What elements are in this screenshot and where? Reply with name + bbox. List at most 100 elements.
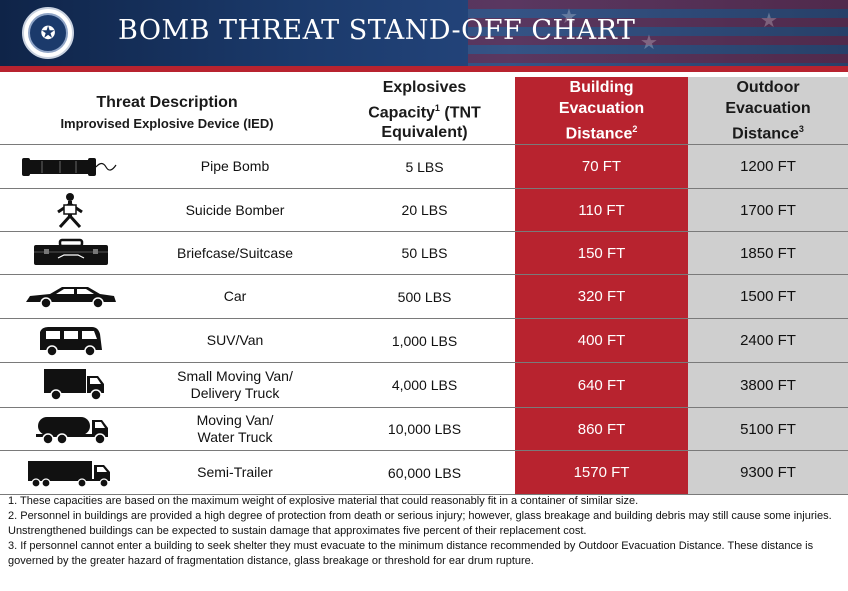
- star-icon: ★: [760, 10, 778, 32]
- outdoor-distance-cell: 3800 FT: [688, 362, 848, 409]
- building-header-line1: Building: [569, 79, 634, 96]
- semi-trailer-icon: [20, 456, 120, 490]
- capacity-header-line3: Equivalent): [381, 124, 468, 142]
- table-row: Briefcase/Suitcase 50 LBS 150 FT 1850 FT: [0, 231, 848, 276]
- building-distance-cell: 640 FT: [515, 362, 689, 409]
- footnote-1: 1. These capacities are based on the max…: [8, 495, 639, 507]
- threat-name: Briefcase/Suitcase: [177, 244, 293, 261]
- footnote-ref-2: 2: [632, 124, 638, 134]
- delivery-truck-icon: [20, 368, 120, 402]
- outdoor-distance-cell: 1850 FT: [688, 231, 848, 276]
- row-icon-cell: [0, 450, 136, 496]
- capacity-header: Explosives Capacity1 (TNT Equivalent): [334, 77, 516, 146]
- row-icon-cell: [0, 144, 136, 190]
- table-row: Pipe Bomb 5 LBS 70 FT 1200 FT: [0, 144, 848, 190]
- table-header-row: Threat Description Improvised Explosive …: [0, 77, 848, 146]
- table-row: Semi-Trailer 60,000 LBS 1570 FT 9300 FT: [0, 450, 848, 496]
- threat-description: Suicide Bomber: [136, 188, 335, 233]
- outdoor-distance-cell: 2400 FT: [688, 318, 848, 364]
- threat-description: Pipe Bomb: [136, 144, 335, 190]
- capacity-header-line2: Capacity: [368, 104, 435, 122]
- threat-name: Moving Van/: [196, 412, 274, 429]
- car-icon: [20, 280, 120, 314]
- building-distance-cell: 70 FT: [515, 144, 689, 190]
- threat-name: Car: [223, 288, 247, 305]
- outdoor-header-line1: Outdoor: [736, 79, 800, 96]
- building-distance-cell: 110 FT: [515, 188, 689, 233]
- row-icon-cell: [0, 274, 136, 320]
- capacity-cell: 60,000 LBS: [334, 450, 516, 496]
- outdoor-distance-cell: 5100 FT: [688, 407, 848, 452]
- dhs-seal-icon: ✪: [22, 7, 74, 59]
- threat-description: SUV/Van: [136, 318, 335, 364]
- capacity-header-line2b: (TNT: [439, 104, 481, 122]
- threat-description: Briefcase/Suitcase: [136, 231, 335, 276]
- header-banner: ★ ★ ★ ✪ BOMB THREAT STAND-OFF CHART: [0, 0, 848, 66]
- page-title: BOMB THREAT STAND-OFF CHART: [118, 15, 636, 46]
- threat-header-subtitle: Improvised Explosive Device (IED): [60, 116, 274, 132]
- row-icon-cell: [0, 407, 136, 452]
- threat-name: Suicide Bomber: [185, 201, 285, 218]
- briefcase-icon: [20, 236, 120, 270]
- threat-description: Moving Van/ Water Truck: [136, 407, 335, 452]
- table-row: SUV/Van 1,000 LBS 400 FT 2400 FT: [0, 318, 848, 364]
- footnotes: 1. These capacities are based on the max…: [8, 494, 842, 569]
- table-row: Moving Van/ Water Truck 10,000 LBS 860 F…: [0, 407, 848, 452]
- table-row: Car 500 LBS 320 FT 1500 FT: [0, 274, 848, 320]
- outdoor-header-line3: Distance: [732, 125, 799, 143]
- threat-name: Small Moving Van/: [177, 368, 293, 385]
- row-icon-cell: [0, 231, 136, 276]
- outdoor-distance-cell: 9300 FT: [688, 450, 848, 496]
- threat-name: Semi-Trailer: [197, 464, 273, 481]
- building-distance-cell: 320 FT: [515, 274, 689, 320]
- capacity-cell: 5 LBS: [334, 144, 516, 190]
- footnote-3: 3. If personnel cannot enter a building …: [8, 540, 814, 567]
- capacity-header-line1: Explosives: [382, 79, 467, 96]
- capacity-cell: 4,000 LBS: [334, 362, 516, 409]
- van-icon: [20, 324, 120, 358]
- outdoor-distance-cell: 1700 FT: [688, 188, 848, 233]
- standoff-table: Threat Description Improvised Explosive …: [0, 77, 848, 496]
- threat-name: Pipe Bomb: [200, 158, 270, 175]
- threat-description: Car: [136, 274, 335, 320]
- outdoor-distance-header: Outdoor Evacuation Distance3: [688, 77, 848, 146]
- footnote-2: 2. Personnel in buildings are provided a…: [8, 510, 832, 537]
- building-header-line3: Distance: [565, 125, 633, 143]
- outdoor-distance-cell: 1500 FT: [688, 274, 848, 320]
- eagle-icon: ✪: [28, 13, 68, 53]
- threat-header-title: Threat Description: [96, 94, 238, 112]
- threat-name-line2: Water Truck: [197, 429, 273, 446]
- threat-name: SUV/Van: [206, 332, 264, 349]
- building-distance-header: Building Evacuation Distance2: [515, 77, 689, 146]
- outdoor-header-line2: Evacuation: [725, 100, 811, 117]
- water-truck-icon: [20, 412, 120, 446]
- pipe-bomb-icon: [20, 150, 120, 184]
- footnote-ref-1: 1: [434, 103, 440, 113]
- star-icon: ★: [560, 6, 578, 28]
- row-icon-cell: [0, 188, 136, 233]
- building-distance-cell: 150 FT: [515, 231, 689, 276]
- capacity-cell: 10,000 LBS: [334, 407, 516, 452]
- building-distance-cell: 1570 FT: [515, 450, 689, 496]
- flag-stripes: [468, 0, 848, 66]
- table-row: Small Moving Van/ Delivery Truck 4,000 L…: [0, 362, 848, 409]
- row-icon-cell: [0, 362, 136, 409]
- building-header-line2: Evacuation: [558, 100, 645, 117]
- table-row: Suicide Bomber 20 LBS 110 FT 1700 FT: [0, 188, 848, 233]
- star-icon: ★: [640, 32, 658, 54]
- suicide-bomber-icon: [20, 193, 120, 229]
- threat-description: Small Moving Van/ Delivery Truck: [136, 362, 335, 409]
- capacity-cell: 50 LBS: [334, 231, 516, 276]
- threat-name-line2: Delivery Truck: [190, 385, 280, 402]
- row-icon-cell: [0, 318, 136, 364]
- building-distance-cell: 860 FT: [515, 407, 689, 452]
- capacity-cell: 20 LBS: [334, 188, 516, 233]
- capacity-cell: 500 LBS: [334, 274, 516, 320]
- building-distance-cell: 400 FT: [515, 318, 689, 364]
- header-divider: [0, 66, 848, 72]
- threat-description-header: Threat Description Improvised Explosive …: [0, 77, 335, 146]
- footnote-ref-3: 3: [798, 124, 804, 134]
- threat-description: Semi-Trailer: [136, 450, 335, 496]
- outdoor-distance-cell: 1200 FT: [688, 144, 848, 190]
- capacity-cell: 1,000 LBS: [334, 318, 516, 364]
